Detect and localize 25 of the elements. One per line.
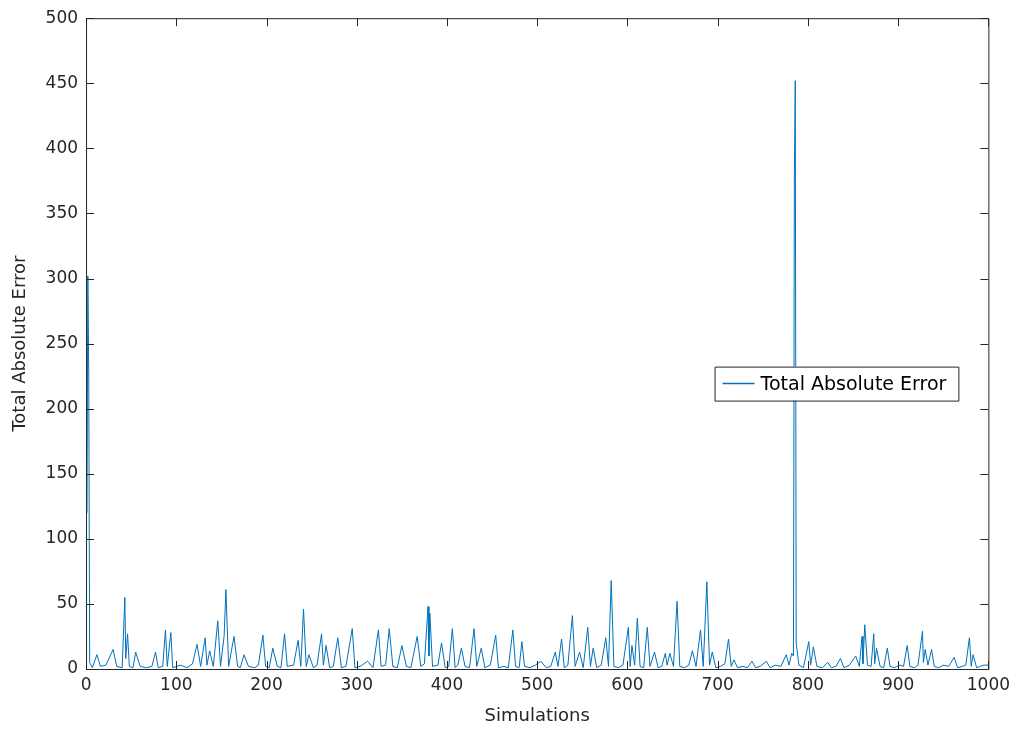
x-tick-label: 900: [881, 673, 915, 694]
y-tick-label: 300: [45, 266, 79, 287]
y-tick-label: 0: [67, 657, 79, 678]
x-tick-label: 600: [611, 673, 644, 694]
x-tick-label: 1000: [966, 673, 1010, 694]
y-tick-label: 350: [45, 201, 79, 222]
x-tick-label: 500: [520, 673, 554, 694]
x-tick-label: 700: [701, 673, 734, 694]
y-tick-label: 100: [45, 527, 79, 548]
x-tick-label: 800: [791, 673, 825, 694]
y-tick-label: 250: [45, 332, 79, 353]
y-tick-label: 500: [45, 6, 79, 27]
legend-label: Total Absolute Error: [759, 371, 947, 394]
x-axis-title: Simulations: [484, 703, 590, 725]
x-tick-label: 100: [160, 673, 193, 694]
y-axis-title: Total Absolute Error: [8, 254, 30, 433]
y-tick-label: 450: [45, 71, 79, 92]
y-tick-label: 50: [56, 592, 79, 613]
y-tick-label: 200: [45, 397, 79, 418]
y-tick-label: 400: [45, 136, 79, 157]
x-tick-label: 300: [340, 673, 373, 694]
x-tick-label: 200: [250, 673, 283, 694]
y-tick-label: 150: [45, 462, 79, 483]
x-tick-label: 400: [430, 673, 464, 694]
x-tick-label: 0: [80, 673, 92, 694]
